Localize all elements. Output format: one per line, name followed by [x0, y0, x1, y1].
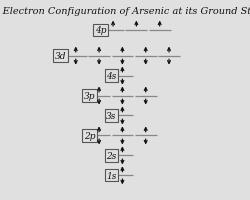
Text: 2s: 2s — [106, 151, 116, 160]
Text: 2p: 2p — [84, 131, 95, 140]
Text: 3d: 3d — [54, 52, 66, 61]
Text: 4p: 4p — [94, 26, 106, 35]
Text: 3p: 3p — [84, 92, 95, 101]
Text: The Electron Configuration of Arsenic at its Ground State.: The Electron Configuration of Arsenic at… — [0, 7, 250, 16]
Text: 4s: 4s — [106, 72, 116, 81]
Text: 1s: 1s — [106, 171, 116, 180]
Text: 3s: 3s — [106, 111, 116, 120]
